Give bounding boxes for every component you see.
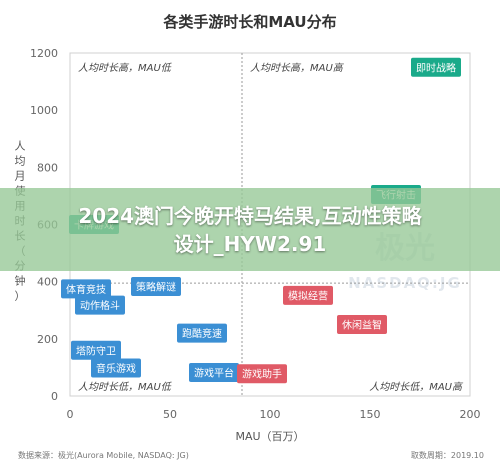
data-point-box <box>283 285 333 305</box>
data-point-box <box>61 279 111 299</box>
data-point-box <box>75 295 125 315</box>
y-axis-label-char: 钟 <box>15 274 26 288</box>
data-point: 游戏助手 <box>237 364 287 384</box>
data-point-label: 休闲益智 <box>342 319 382 332</box>
data-point-box <box>71 340 121 360</box>
data-point-label: 音乐游戏 <box>96 362 136 375</box>
x-tick-label: 100 <box>260 408 281 421</box>
quadrant-label: 人均时长高，MAU高 <box>250 62 345 74</box>
banner-line-1: 2024澳门今晚开特马结果,互动性策略 <box>78 203 422 228</box>
data-point-box <box>177 323 227 343</box>
data-point-label: 模拟经营 <box>288 289 328 302</box>
data-point: 模拟经营 <box>283 285 333 305</box>
x-axis-label: MAU（百万） <box>235 430 304 443</box>
chart-title: 各类手游时长和MAU分布 <box>162 13 336 31</box>
quadrant-label: 人均时长低，MAU低 <box>78 381 173 393</box>
data-point: 策略解谜 <box>131 277 181 297</box>
data-point: 塔防守卫 <box>71 340 121 360</box>
y-axis-label-char: 月 <box>15 170 26 183</box>
y-tick-label: 800 <box>37 161 58 174</box>
footer-source: 数据来源：极光(Aurora Mobile, NASDAQ: JG) <box>18 450 189 460</box>
y-axis-label-char: 人 <box>15 140 26 153</box>
data-point: 动作格斗 <box>75 295 125 315</box>
data-point: 即时战略 <box>411 57 461 77</box>
data-point-label: 策略解谜 <box>136 281 176 294</box>
footer-date: 取数周期：2019.10 <box>411 450 484 460</box>
quadrant-label: 人均时长低，MAU高 <box>369 381 464 393</box>
y-tick-label: 0 <box>51 390 58 403</box>
data-point-label: 体育竞技 <box>66 283 106 296</box>
y-tick-label: 400 <box>37 276 58 289</box>
overlay-banner[interactable]: 2024澳门今晚开特马结果,互动性策略 设计_HYW2.91 <box>0 188 500 271</box>
data-point-box <box>337 315 387 335</box>
x-tick-label: 0 <box>67 408 74 421</box>
data-point: 跑酷竞速 <box>177 323 227 343</box>
data-point: 休闲益智 <box>337 315 387 335</box>
y-axis-label-char: ） <box>15 290 26 303</box>
data-point-label: 塔防守卫 <box>76 344 116 357</box>
axes: 050100150200020040060080010001200 <box>30 47 481 421</box>
x-tick-label: 200 <box>460 408 481 421</box>
data-point-box <box>131 277 181 297</box>
data-point-box <box>189 363 239 383</box>
x-tick-label: 50 <box>163 408 177 421</box>
banner-line-2: 设计_HYW2.91 <box>173 231 327 256</box>
data-point-box <box>411 57 461 77</box>
data-point: 音乐游戏 <box>91 358 141 378</box>
quadrant-label: 人均时长高，MAU低 <box>78 62 173 74</box>
y-tick-label: 200 <box>37 333 58 346</box>
x-tick-label: 150 <box>360 408 381 421</box>
data-point-box <box>237 364 287 384</box>
data-point-label: 跑酷竞速 <box>182 327 222 340</box>
y-tick-label: 1200 <box>30 47 58 60</box>
y-tick-label: 1000 <box>30 104 58 117</box>
y-axis-label-char: 均 <box>15 155 26 168</box>
watermark-sub: NASDAQ:JG <box>348 274 462 292</box>
data-point-label: 游戏平台 <box>194 367 234 380</box>
data-point-label: 动作格斗 <box>80 299 120 312</box>
data-point-label: 游戏助手 <box>242 368 282 381</box>
data-point: 游戏平台 <box>189 363 239 383</box>
data-point-box <box>91 358 141 378</box>
data-point-label: 即时战略 <box>416 61 456 74</box>
data-point: 体育竞技 <box>61 279 111 299</box>
